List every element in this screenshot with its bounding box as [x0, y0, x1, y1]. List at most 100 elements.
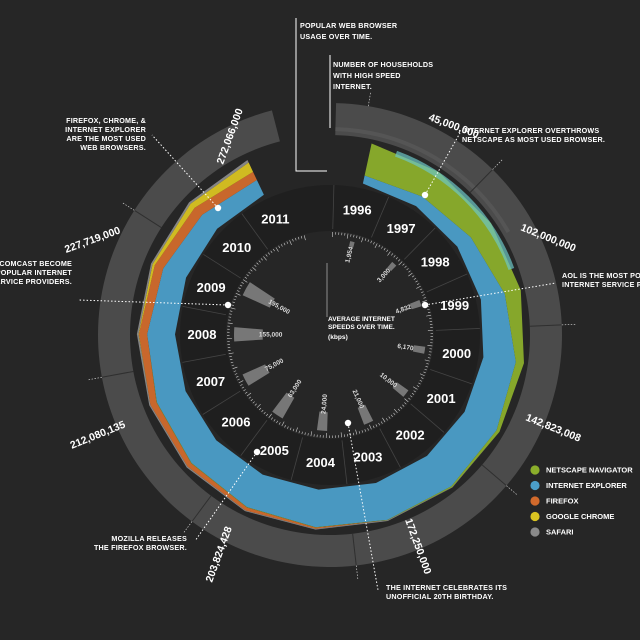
speed-tick [238, 380, 244, 384]
title-connector [295, 18, 327, 172]
center-label: AVERAGE INTERNET SPEEDS OVER TIME. [328, 316, 395, 331]
speed-tick [422, 299, 428, 303]
speed-tick [425, 366, 428, 368]
speed-tick [361, 237, 364, 243]
speed-tick [419, 288, 423, 291]
household-connector [561, 323, 576, 326]
speed-tick [413, 390, 416, 393]
year-divider [430, 369, 472, 385]
speed-tick [419, 379, 423, 382]
speed-tick [241, 386, 245, 389]
speed-tick [230, 307, 236, 310]
speed-tick [239, 284, 243, 287]
speed-bar [387, 261, 397, 272]
annotation-dot [421, 301, 429, 309]
speed-tick [413, 386, 418, 390]
legend-label: FIREFOX [546, 497, 579, 506]
speed-tick [268, 413, 272, 418]
year-label: 2010 [222, 240, 251, 255]
speed-tick [248, 396, 252, 399]
speed-value-label: 155,000 [259, 331, 283, 338]
speed-bar [242, 282, 275, 308]
speed-tick [248, 271, 251, 274]
year-divider [203, 254, 241, 279]
speed-tick [236, 290, 240, 292]
speed-tick [395, 257, 398, 260]
speed-tick [229, 313, 232, 315]
speed-tick [381, 246, 383, 249]
speed-tick [346, 233, 349, 239]
year-divider [404, 227, 436, 260]
speed-tick [256, 403, 261, 408]
annotation-dot [224, 301, 232, 309]
speed-tick [263, 411, 266, 415]
year-label: 2008 [188, 327, 217, 342]
speed-tick [416, 285, 421, 289]
speed-bar [316, 411, 328, 431]
speed-tick [260, 258, 263, 261]
speed-tick [426, 314, 432, 317]
annotation-connector [194, 451, 258, 542]
households-divider [101, 370, 134, 378]
household-count-label: 227,719,000 [63, 224, 122, 255]
speed-tick [235, 292, 241, 296]
speed-tick [227, 322, 233, 324]
annotation-line: AT&T AND COMCAST BECOME [0, 259, 72, 268]
speed-tick [408, 270, 411, 273]
year-label: 2002 [396, 427, 425, 442]
speed-tick [402, 263, 405, 266]
annotation-connector [151, 134, 219, 209]
speed-tick [350, 234, 352, 237]
speed-tick [250, 269, 253, 272]
speed-tick [358, 431, 361, 434]
speed-tick [254, 264, 257, 267]
households-divider [529, 324, 562, 327]
legend-swatch [530, 511, 540, 522]
legend-label: GOOGLE CHROME [546, 512, 614, 521]
annotation-dot [253, 448, 261, 456]
center-label-line: SPEEDS OVER TIME. [328, 324, 395, 331]
speed-tick [252, 267, 257, 271]
speed-tick [228, 352, 234, 355]
speed-tick [232, 301, 235, 303]
speed-tick [231, 304, 234, 306]
year-label: 2006 [222, 414, 251, 429]
speed-tick [427, 311, 431, 313]
speed-tick [393, 255, 396, 258]
speed-tick [364, 238, 367, 241]
speed-tick [289, 240, 292, 245]
annotation-line: FIREFOX, CHROME, & [66, 116, 146, 125]
speed-tick [284, 425, 286, 428]
speed-tick [234, 295, 238, 298]
year-divider [202, 390, 241, 415]
legend-label: SAFARI [546, 528, 574, 537]
chart-title-line: USAGE OVER TIME. [300, 32, 372, 41]
speed-tick [367, 239, 370, 243]
chart-subtitle-line: NUMBER OF HOUSEHOLDS [333, 60, 433, 69]
chart-title-line: POPULAR WEB BROWSER [300, 21, 398, 30]
legend-label: INTERNET EXPLORER [546, 481, 627, 490]
speed-tick [295, 427, 298, 433]
annotation-line: MOZILLA RELEASES [111, 534, 187, 543]
speed-tick [303, 235, 306, 241]
speed-tick [418, 382, 421, 385]
speed-tick [250, 399, 253, 402]
annotation-line: AOL IS THE MOST POPULAR [562, 271, 640, 280]
speed-tick [391, 253, 394, 256]
speed-tick [380, 421, 383, 424]
household-connector [492, 159, 503, 170]
year-label: 1997 [387, 221, 416, 236]
annotation-text: THE INTERNET CELEBRATES ITS UNOFFICIAL 20… [386, 583, 507, 601]
year-label: 2007 [196, 374, 225, 389]
annotation-line: INTERNET EXPLORER [65, 125, 146, 134]
speed-tick [230, 361, 234, 364]
speed-tick [413, 277, 417, 280]
speed-tick [426, 363, 429, 365]
center-label-line: AVERAGE INTERNET [328, 316, 395, 323]
annotation-line: THE INTERNET CELEBRATES ITS [386, 583, 507, 592]
annotation-text: AT&T AND COMCAST BECOMETHE MOST POPULAR … [0, 259, 72, 286]
households-divider [352, 533, 357, 566]
speed-tick [292, 428, 295, 432]
speed-tick [275, 247, 279, 252]
